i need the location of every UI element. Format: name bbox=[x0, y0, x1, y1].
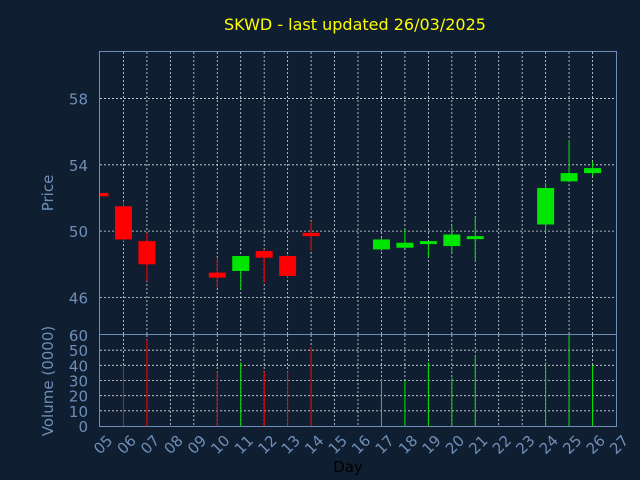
candle-body bbox=[208, 272, 226, 278]
candle-body bbox=[372, 239, 390, 250]
volume-tick-label: 20 bbox=[69, 388, 88, 406]
x-tick-label: 14 bbox=[301, 432, 327, 458]
candle-body bbox=[302, 232, 320, 237]
candle-body bbox=[138, 241, 156, 265]
day-axis-label: Day bbox=[333, 458, 363, 476]
candle-body bbox=[114, 206, 132, 240]
volume-tick-label: 60 bbox=[69, 327, 88, 345]
x-tick-label: 11 bbox=[231, 432, 257, 458]
x-tick-label: 17 bbox=[372, 432, 398, 458]
volume-tick-label: 40 bbox=[69, 357, 88, 375]
volume-tick-label: 30 bbox=[69, 373, 88, 391]
x-tick-label: 08 bbox=[161, 432, 187, 458]
x-tick-label: 19 bbox=[419, 432, 445, 458]
x-tick-label: 05 bbox=[90, 432, 116, 458]
candle-body bbox=[443, 234, 461, 247]
x-tick-label: 15 bbox=[325, 432, 351, 458]
candle-body bbox=[584, 168, 602, 174]
x-tick-label: 25 bbox=[559, 432, 585, 458]
price-axis-ticks: 46 50 54 58 bbox=[69, 90, 88, 307]
candle-body bbox=[100, 193, 109, 197]
x-tick-label: 09 bbox=[184, 432, 210, 458]
x-tick-label: 24 bbox=[536, 432, 562, 458]
volume-tick-label: 10 bbox=[69, 403, 88, 421]
price-tick-label: 54 bbox=[69, 157, 88, 175]
x-tick-label: 16 bbox=[348, 432, 374, 458]
candle-body bbox=[560, 173, 578, 182]
x-tick-label: 18 bbox=[395, 432, 421, 458]
candle-body bbox=[466, 236, 484, 240]
x-tick-label: 07 bbox=[137, 432, 163, 458]
x-tick-label: 21 bbox=[465, 432, 491, 458]
volume-panel-frame bbox=[99, 334, 617, 427]
x-tick-label: 22 bbox=[489, 432, 515, 458]
candle-body bbox=[279, 256, 297, 276]
x-tick-label: 12 bbox=[254, 432, 280, 458]
price-axis-label: Price bbox=[39, 175, 57, 212]
volume-bars bbox=[122, 335, 594, 426]
volume-tick-label: 50 bbox=[69, 342, 88, 360]
candle-body bbox=[255, 251, 273, 258]
candlesticks bbox=[99, 139, 602, 290]
candle-body bbox=[396, 242, 414, 248]
price-tick-label: 50 bbox=[69, 223, 88, 241]
price-tick-label: 58 bbox=[69, 90, 88, 108]
chart-title: SKWD - last updated 26/03/2025 bbox=[224, 15, 486, 34]
volume-tick-label: 0 bbox=[78, 418, 88, 436]
candle-body bbox=[232, 256, 250, 271]
candle-body bbox=[419, 241, 437, 245]
x-tick-label: 26 bbox=[583, 432, 609, 458]
x-tick-label: 06 bbox=[114, 432, 140, 458]
x-tick-label: 23 bbox=[512, 432, 538, 458]
x-tick-label: 27 bbox=[606, 432, 632, 458]
candle-body bbox=[537, 188, 555, 225]
x-tick-label: 10 bbox=[207, 432, 233, 458]
volume-axis-label: Volume (0000) bbox=[39, 326, 57, 436]
day-axis-ticks: 0506070809101112131415161718192021222324… bbox=[90, 432, 632, 458]
price-tick-label: 46 bbox=[69, 290, 88, 308]
x-tick-label: 13 bbox=[278, 432, 304, 458]
x-tick-label: 20 bbox=[442, 432, 468, 458]
volume-gridlines bbox=[100, 335, 616, 426]
